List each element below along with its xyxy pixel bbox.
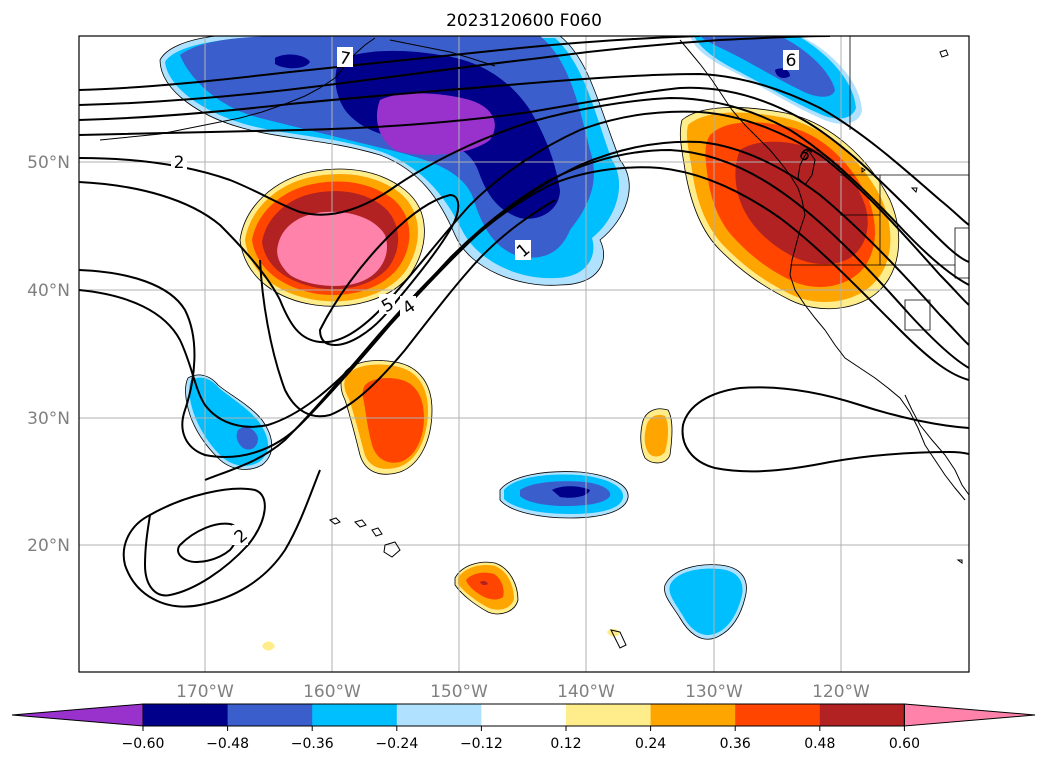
colorbar-segment [396,704,482,726]
colorbar-extend-left [11,703,144,727]
colorbar-tick-label: −0.48 [206,736,249,752]
colorbar-tick-label: −0.60 [122,736,165,752]
lon-label-140w: 140°W [557,682,615,702]
colorbar-segment [481,704,567,726]
lat-label-20n: 20°N [27,536,70,556]
colorbar: −0.60 −0.48 −0.36 −0.24 −0.12 0.12 0.24 0.36 0.4… [11,703,1036,752]
lon-label-120w: 120°W [812,682,870,702]
negative-anomaly-north-band [160,36,630,286]
colorbar-tick-label: 0.12 [550,736,581,752]
colorbar-tick-label: 0.36 [720,736,751,752]
lon-label-150w: 150°W [430,682,488,702]
lon-label-130w: 130°W [685,682,743,702]
contour-lines [79,36,969,608]
lon-label-170w: 170°W [176,682,234,702]
colorbar-tick-label: −0.36 [291,736,334,752]
colorbar-segment [650,704,736,726]
colorbar-segment [735,704,821,726]
latitude-labels: 50°N 40°N 30°N 20°N [27,153,70,556]
negative-anomaly-south [664,564,747,640]
contour-label: 6 [786,51,797,71]
colorbar-tick-label: −0.24 [375,736,418,752]
colorbar-segment [143,704,229,726]
map-title: 2023120600 F060 [446,11,602,31]
positive-anomaly-west [240,169,425,307]
negative-anomaly-subtropical [500,471,629,518]
colorbar-tick-label: 0.48 [804,736,835,752]
lat-label-50n: 50°N [27,153,70,173]
contour-label: 2 [174,153,185,173]
lon-label-160w: 160°W [303,682,361,702]
colorbar-tick-label: −0.12 [460,736,503,752]
lat-label-30n: 30°N [27,409,70,429]
colorbar-outline [142,703,905,727]
colorbar-tick-label: 0.24 [635,736,666,752]
longitude-labels: 170°W 160°W 150°W 140°W 130°W 120°W [176,682,870,702]
map-frame [78,35,970,673]
positive-anomaly-east [680,107,899,309]
colorbar-segment [227,704,313,726]
contour-label: 7 [338,48,352,70]
map-content: 7 2 5 4 1 6 2 6 [79,36,969,672]
colorbar-segment [566,704,652,726]
negative-anomaly-northeast [690,36,862,124]
colorbar-extend-right [903,703,1036,727]
colorbar-segment [819,704,905,726]
lat-label-40n: 40°N [27,281,70,301]
contour-label-group: 7 2 5 4 1 6 2 [171,47,799,548]
positive-anomaly-central [340,360,432,475]
colorbar-segment [312,704,398,726]
positive-anomaly-small [262,408,672,651]
colorbar-tick-label: 0.60 [889,736,920,752]
